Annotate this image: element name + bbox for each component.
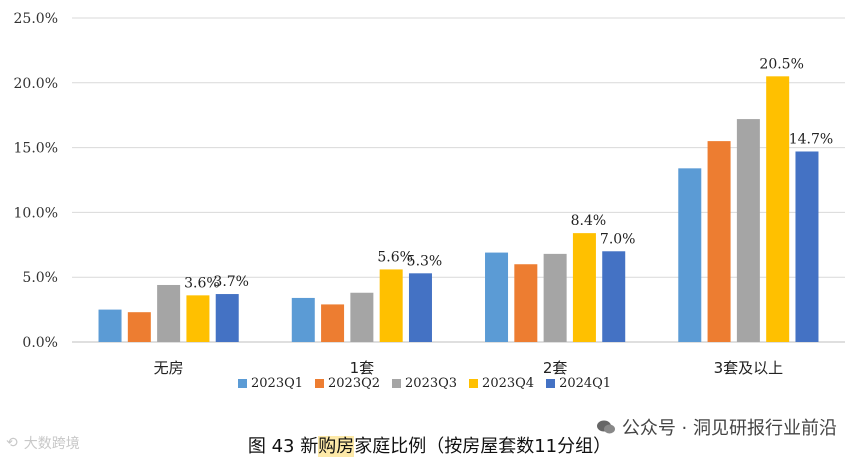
- watermark-left-text: 大数跨境: [23, 436, 80, 452]
- caption-highlight: 购房: [318, 436, 355, 457]
- y-tick-label: 15.0%: [14, 141, 58, 157]
- watermark-right-text: 公众号 · 洞见研报行业前沿: [621, 418, 837, 439]
- bar: [215, 294, 239, 342]
- bar: [514, 264, 538, 342]
- data-label: 14.7%: [789, 131, 833, 147]
- watermark-right: 公众号 · 洞见研报行业前沿: [596, 414, 837, 440]
- y-tick-label: 0.0%: [22, 335, 58, 351]
- legend-item: 2023Q1: [238, 376, 303, 391]
- data-label: 3.7%: [213, 274, 249, 290]
- watermark-logo-icon: ⟲: [6, 435, 18, 451]
- bar: [350, 292, 374, 342]
- bar: [736, 119, 760, 342]
- bar: [127, 312, 151, 342]
- bar-chart: 0.0% 5.0% 10.0% 15.0% 20.0% 25.0% 3.6%3.7% 无房 5.…: [14, 11, 845, 377]
- x-category-label: 3套及以上: [714, 359, 784, 377]
- data-label: 3.6%: [184, 275, 220, 291]
- legend-swatch: [546, 379, 556, 388]
- bar: [678, 168, 702, 342]
- bar: [379, 269, 403, 342]
- caption-suffix: 家庭比例（按房屋套数11分组）: [354, 436, 612, 457]
- bar: [602, 251, 626, 342]
- legend: 2023Q1 2023Q2 2023Q3 2023Q4 2024Q1: [238, 376, 611, 391]
- bar: [321, 304, 345, 342]
- data-label: 7.0%: [600, 231, 636, 247]
- bar: [485, 252, 509, 342]
- x-category-label: 1套: [350, 359, 375, 377]
- x-category-label: 2套: [543, 359, 568, 377]
- figure-caption: 图 43 新购房家庭比例（按房屋套数11分组）: [0, 432, 859, 458]
- data-label: 20.5%: [759, 56, 803, 72]
- y-tick-label: 5.0%: [22, 270, 58, 286]
- bar: [707, 141, 731, 342]
- watermark-left: ⟲ 大数跨境: [6, 433, 80, 453]
- legend-label: 2023Q1: [251, 376, 304, 391]
- bar: [543, 253, 567, 342]
- legend-label: 2023Q2: [328, 376, 381, 391]
- x-category-label: 无房: [154, 359, 184, 377]
- bar: [157, 284, 181, 342]
- y-tick-label: 20.0%: [14, 76, 58, 92]
- legend-item: 2023Q4: [469, 376, 534, 391]
- legend-label: 2023Q3: [405, 376, 458, 391]
- bar: [795, 151, 819, 342]
- legend-label: 2023Q4: [482, 376, 535, 391]
- bar: [572, 233, 596, 342]
- wechat-icon: [596, 420, 615, 434]
- data-label: 8.4%: [571, 213, 607, 229]
- data-label: 5.6%: [377, 249, 413, 265]
- legend-swatch: [392, 379, 402, 388]
- caption-prefix: 图 43 新: [247, 436, 319, 457]
- legend-swatch: [238, 379, 247, 388]
- legend-item: 2023Q2: [315, 376, 380, 391]
- legend-item: 2023Q3: [392, 376, 457, 391]
- legend-item: 2024Q1: [546, 376, 611, 391]
- data-label: 5.3%: [407, 253, 443, 269]
- legend-label: 2024Q1: [559, 376, 612, 391]
- bar: [408, 273, 432, 342]
- bar: [98, 309, 122, 342]
- legend-swatch: [469, 379, 479, 388]
- bar: [291, 297, 315, 342]
- bar: [186, 295, 210, 342]
- y-tick-label: 25.0%: [14, 11, 58, 27]
- bar: [766, 76, 790, 342]
- legend-swatch: [315, 379, 325, 388]
- y-tick-label: 10.0%: [14, 205, 58, 221]
